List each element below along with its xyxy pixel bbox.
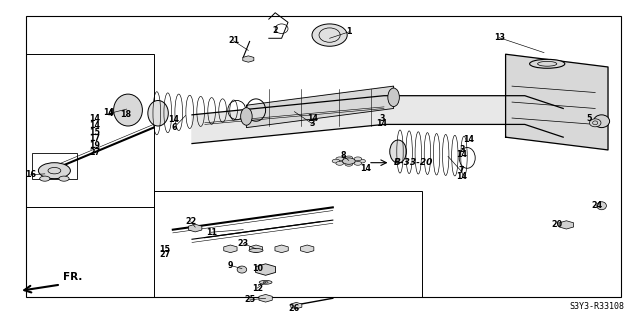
Text: 4: 4	[108, 109, 113, 118]
Text: 14: 14	[456, 150, 468, 159]
Text: 19: 19	[89, 141, 100, 150]
Ellipse shape	[530, 59, 565, 68]
Ellipse shape	[312, 24, 348, 46]
Ellipse shape	[596, 202, 606, 210]
Text: 14: 14	[463, 135, 474, 144]
Circle shape	[59, 176, 69, 181]
Circle shape	[332, 159, 340, 163]
Text: 18: 18	[120, 110, 132, 119]
Circle shape	[336, 161, 344, 165]
Text: 24: 24	[591, 201, 602, 210]
Ellipse shape	[237, 266, 247, 273]
Text: 12: 12	[252, 284, 263, 293]
Text: 1: 1	[346, 27, 351, 36]
Text: 17: 17	[89, 134, 100, 143]
Ellipse shape	[114, 94, 143, 126]
Text: 15: 15	[89, 128, 100, 137]
Circle shape	[354, 157, 362, 161]
Text: 8: 8	[340, 151, 346, 160]
Text: 23: 23	[237, 239, 249, 248]
Text: 14: 14	[168, 115, 180, 124]
Text: 20: 20	[551, 220, 563, 229]
Text: 16: 16	[25, 170, 36, 179]
Text: 13: 13	[493, 33, 505, 42]
Text: 14: 14	[307, 114, 318, 123]
Text: 9: 9	[228, 261, 233, 270]
Text: 6: 6	[172, 123, 177, 132]
Text: 26: 26	[289, 304, 300, 313]
Ellipse shape	[241, 108, 252, 125]
Text: 21: 21	[228, 36, 239, 45]
Circle shape	[345, 162, 353, 166]
Text: 27: 27	[159, 250, 170, 259]
Text: 22: 22	[185, 217, 196, 226]
Ellipse shape	[249, 249, 263, 252]
Polygon shape	[506, 54, 608, 150]
Circle shape	[38, 163, 70, 179]
Text: 14: 14	[89, 114, 100, 123]
Text: 2: 2	[273, 26, 278, 35]
Text: 14: 14	[376, 119, 388, 128]
Circle shape	[345, 156, 353, 160]
Ellipse shape	[593, 115, 609, 128]
Text: B-33-20: B-33-20	[394, 158, 433, 167]
Polygon shape	[192, 96, 563, 144]
Text: 10: 10	[252, 264, 263, 273]
Text: 14: 14	[89, 121, 100, 130]
Text: 3: 3	[460, 145, 465, 154]
Circle shape	[358, 159, 365, 163]
Text: S3Y3-R33108: S3Y3-R33108	[569, 302, 624, 311]
Polygon shape	[246, 86, 394, 128]
Ellipse shape	[148, 100, 168, 126]
Text: 27: 27	[89, 148, 100, 157]
Ellipse shape	[390, 140, 406, 163]
Circle shape	[40, 176, 50, 181]
Ellipse shape	[388, 88, 399, 107]
Text: 11: 11	[205, 228, 217, 237]
Circle shape	[342, 158, 355, 164]
Text: 14: 14	[360, 164, 372, 173]
Text: 3: 3	[380, 115, 385, 123]
Text: 5: 5	[586, 114, 591, 123]
Text: 15: 15	[159, 245, 170, 254]
Circle shape	[336, 157, 344, 161]
Circle shape	[354, 161, 362, 165]
Text: FR.: FR.	[63, 272, 82, 282]
Text: 14: 14	[102, 108, 114, 117]
Ellipse shape	[259, 280, 272, 284]
Text: 7: 7	[458, 166, 463, 175]
Text: 25: 25	[244, 295, 255, 304]
Text: 14: 14	[456, 172, 468, 181]
Ellipse shape	[589, 119, 601, 127]
Text: 3: 3	[310, 119, 315, 128]
